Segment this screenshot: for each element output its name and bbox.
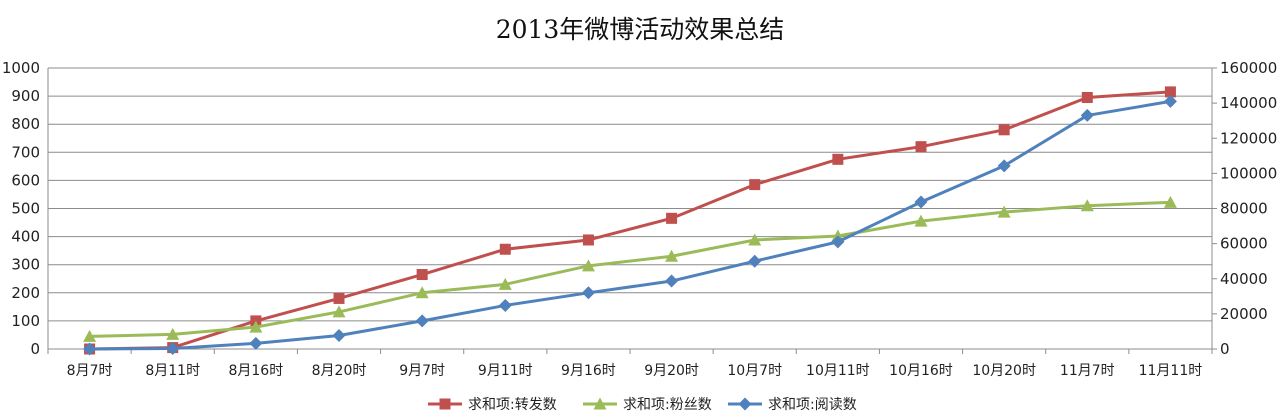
y-right-tick-label: 80000 <box>1220 200 1268 218</box>
data-point <box>332 328 346 342</box>
x-tick-label: 10月11时 <box>806 363 870 379</box>
y-right-tick-label: 140000 <box>1220 94 1277 112</box>
series-group <box>83 86 1177 356</box>
y-left-tick-label: 600 <box>11 171 40 189</box>
data-point <box>1164 86 1176 98</box>
legend-marker <box>593 397 607 410</box>
y-left-tick-label: 500 <box>11 200 40 218</box>
y-axis-left: 0 100 200 300 400 500 600 700 800 900 1000 <box>2 59 49 358</box>
data-point <box>1163 94 1177 108</box>
y-axis-right: 0 20000 40000 60000 80000 100000 120000 140000 1… <box>1211 59 1277 358</box>
data-point <box>83 329 97 342</box>
x-tick-label: 10月16时 <box>889 363 953 379</box>
x-tick-label: 10月7时 <box>727 363 782 379</box>
data-point <box>498 298 512 312</box>
series-line <box>89 99 1171 351</box>
data-point <box>249 336 263 350</box>
x-tick-label: 10月20时 <box>972 363 1036 379</box>
y-left-tick-label: 400 <box>11 228 40 246</box>
x-axis: 8月7时 8月11时 8月16时 8月20时 9月7时 9月11时 9月16时 9月20时 10… <box>47 348 1213 379</box>
data-point <box>998 124 1010 136</box>
data-point <box>83 342 97 356</box>
x-tick-label: 11月7时 <box>1060 363 1115 379</box>
legend-marker <box>738 397 752 411</box>
data-point <box>1080 108 1094 122</box>
data-point <box>832 153 844 165</box>
y-left-tick-label: 100 <box>11 312 40 330</box>
y-left-tick-label: 900 <box>11 87 40 105</box>
x-tick-label: 8月20时 <box>312 363 367 379</box>
data-point <box>665 274 679 288</box>
data-point <box>581 259 595 272</box>
y-right-tick-label: 20000 <box>1220 305 1268 323</box>
y-right-tick-label: 60000 <box>1220 235 1268 253</box>
y-left-tick-label: 1000 <box>2 59 40 77</box>
legend-item: 求和项:转发数 <box>428 397 557 413</box>
series-line <box>89 90 1171 351</box>
data-point <box>748 254 762 268</box>
y-left-tick-label: 0 <box>30 340 40 358</box>
x-tick-label: 9月11时 <box>478 363 533 379</box>
y-right-tick-label: 160000 <box>1220 59 1277 77</box>
data-point <box>416 269 428 281</box>
legend-label: 求和项:粉丝数 <box>623 397 712 413</box>
legend-label: 求和项:转发数 <box>468 397 557 413</box>
data-point <box>166 341 180 355</box>
data-point <box>914 195 928 209</box>
data-point <box>249 320 263 333</box>
data-point <box>415 286 429 299</box>
x-tick-label: 9月16时 <box>561 363 616 379</box>
gridlines <box>48 67 1212 350</box>
series-line <box>89 200 1171 338</box>
x-tick-label: 8月16时 <box>228 363 283 379</box>
y-left-tick-label: 700 <box>11 143 40 161</box>
y-right-tick-label: 0 <box>1220 340 1230 358</box>
data-point <box>914 214 928 227</box>
data-point <box>831 235 845 249</box>
data-point <box>166 327 180 340</box>
data-point <box>499 243 511 255</box>
x-tick-label: 9月20时 <box>644 363 699 379</box>
series-3 <box>83 94 1177 356</box>
data-point <box>333 292 345 304</box>
legend-label: 求和项:阅读数 <box>768 396 857 413</box>
data-point <box>582 234 594 246</box>
y-right-tick-label: 120000 <box>1220 129 1277 147</box>
data-point <box>1163 195 1177 208</box>
data-point <box>666 212 678 224</box>
legend: 求和项:转发数 求和项:粉丝数 求和项:阅读数 <box>428 396 857 413</box>
legend-marker <box>439 398 451 410</box>
data-point <box>1080 199 1094 212</box>
data-point <box>749 179 761 191</box>
y-right-tick-label: 100000 <box>1220 164 1277 182</box>
x-tick-label: 8月11时 <box>145 363 200 379</box>
legend-item: 求和项:粉丝数 <box>583 397 712 413</box>
series-1 <box>84 86 1176 355</box>
data-point <box>415 314 429 328</box>
data-point <box>332 305 346 318</box>
legend-item: 求和项:阅读数 <box>728 396 857 413</box>
x-tick-label: 11月11时 <box>1139 363 1203 379</box>
data-point <box>1081 92 1093 104</box>
data-point <box>498 277 512 290</box>
y-left-tick-label: 200 <box>11 284 40 302</box>
data-point <box>915 141 927 153</box>
data-point <box>997 205 1011 218</box>
x-tick-label: 9月7时 <box>399 363 445 379</box>
y-left-tick-label: 800 <box>11 115 40 133</box>
y-right-tick-label: 40000 <box>1220 270 1268 288</box>
chart-title: 2013年微博活动效果总结 <box>496 15 785 44</box>
data-point <box>581 286 595 300</box>
series-2 <box>83 195 1177 342</box>
data-point <box>665 249 679 262</box>
data-point <box>997 159 1011 173</box>
x-tick-label: 8月7时 <box>67 363 113 379</box>
data-point <box>748 233 762 246</box>
y-left-tick-label: 300 <box>11 256 40 274</box>
